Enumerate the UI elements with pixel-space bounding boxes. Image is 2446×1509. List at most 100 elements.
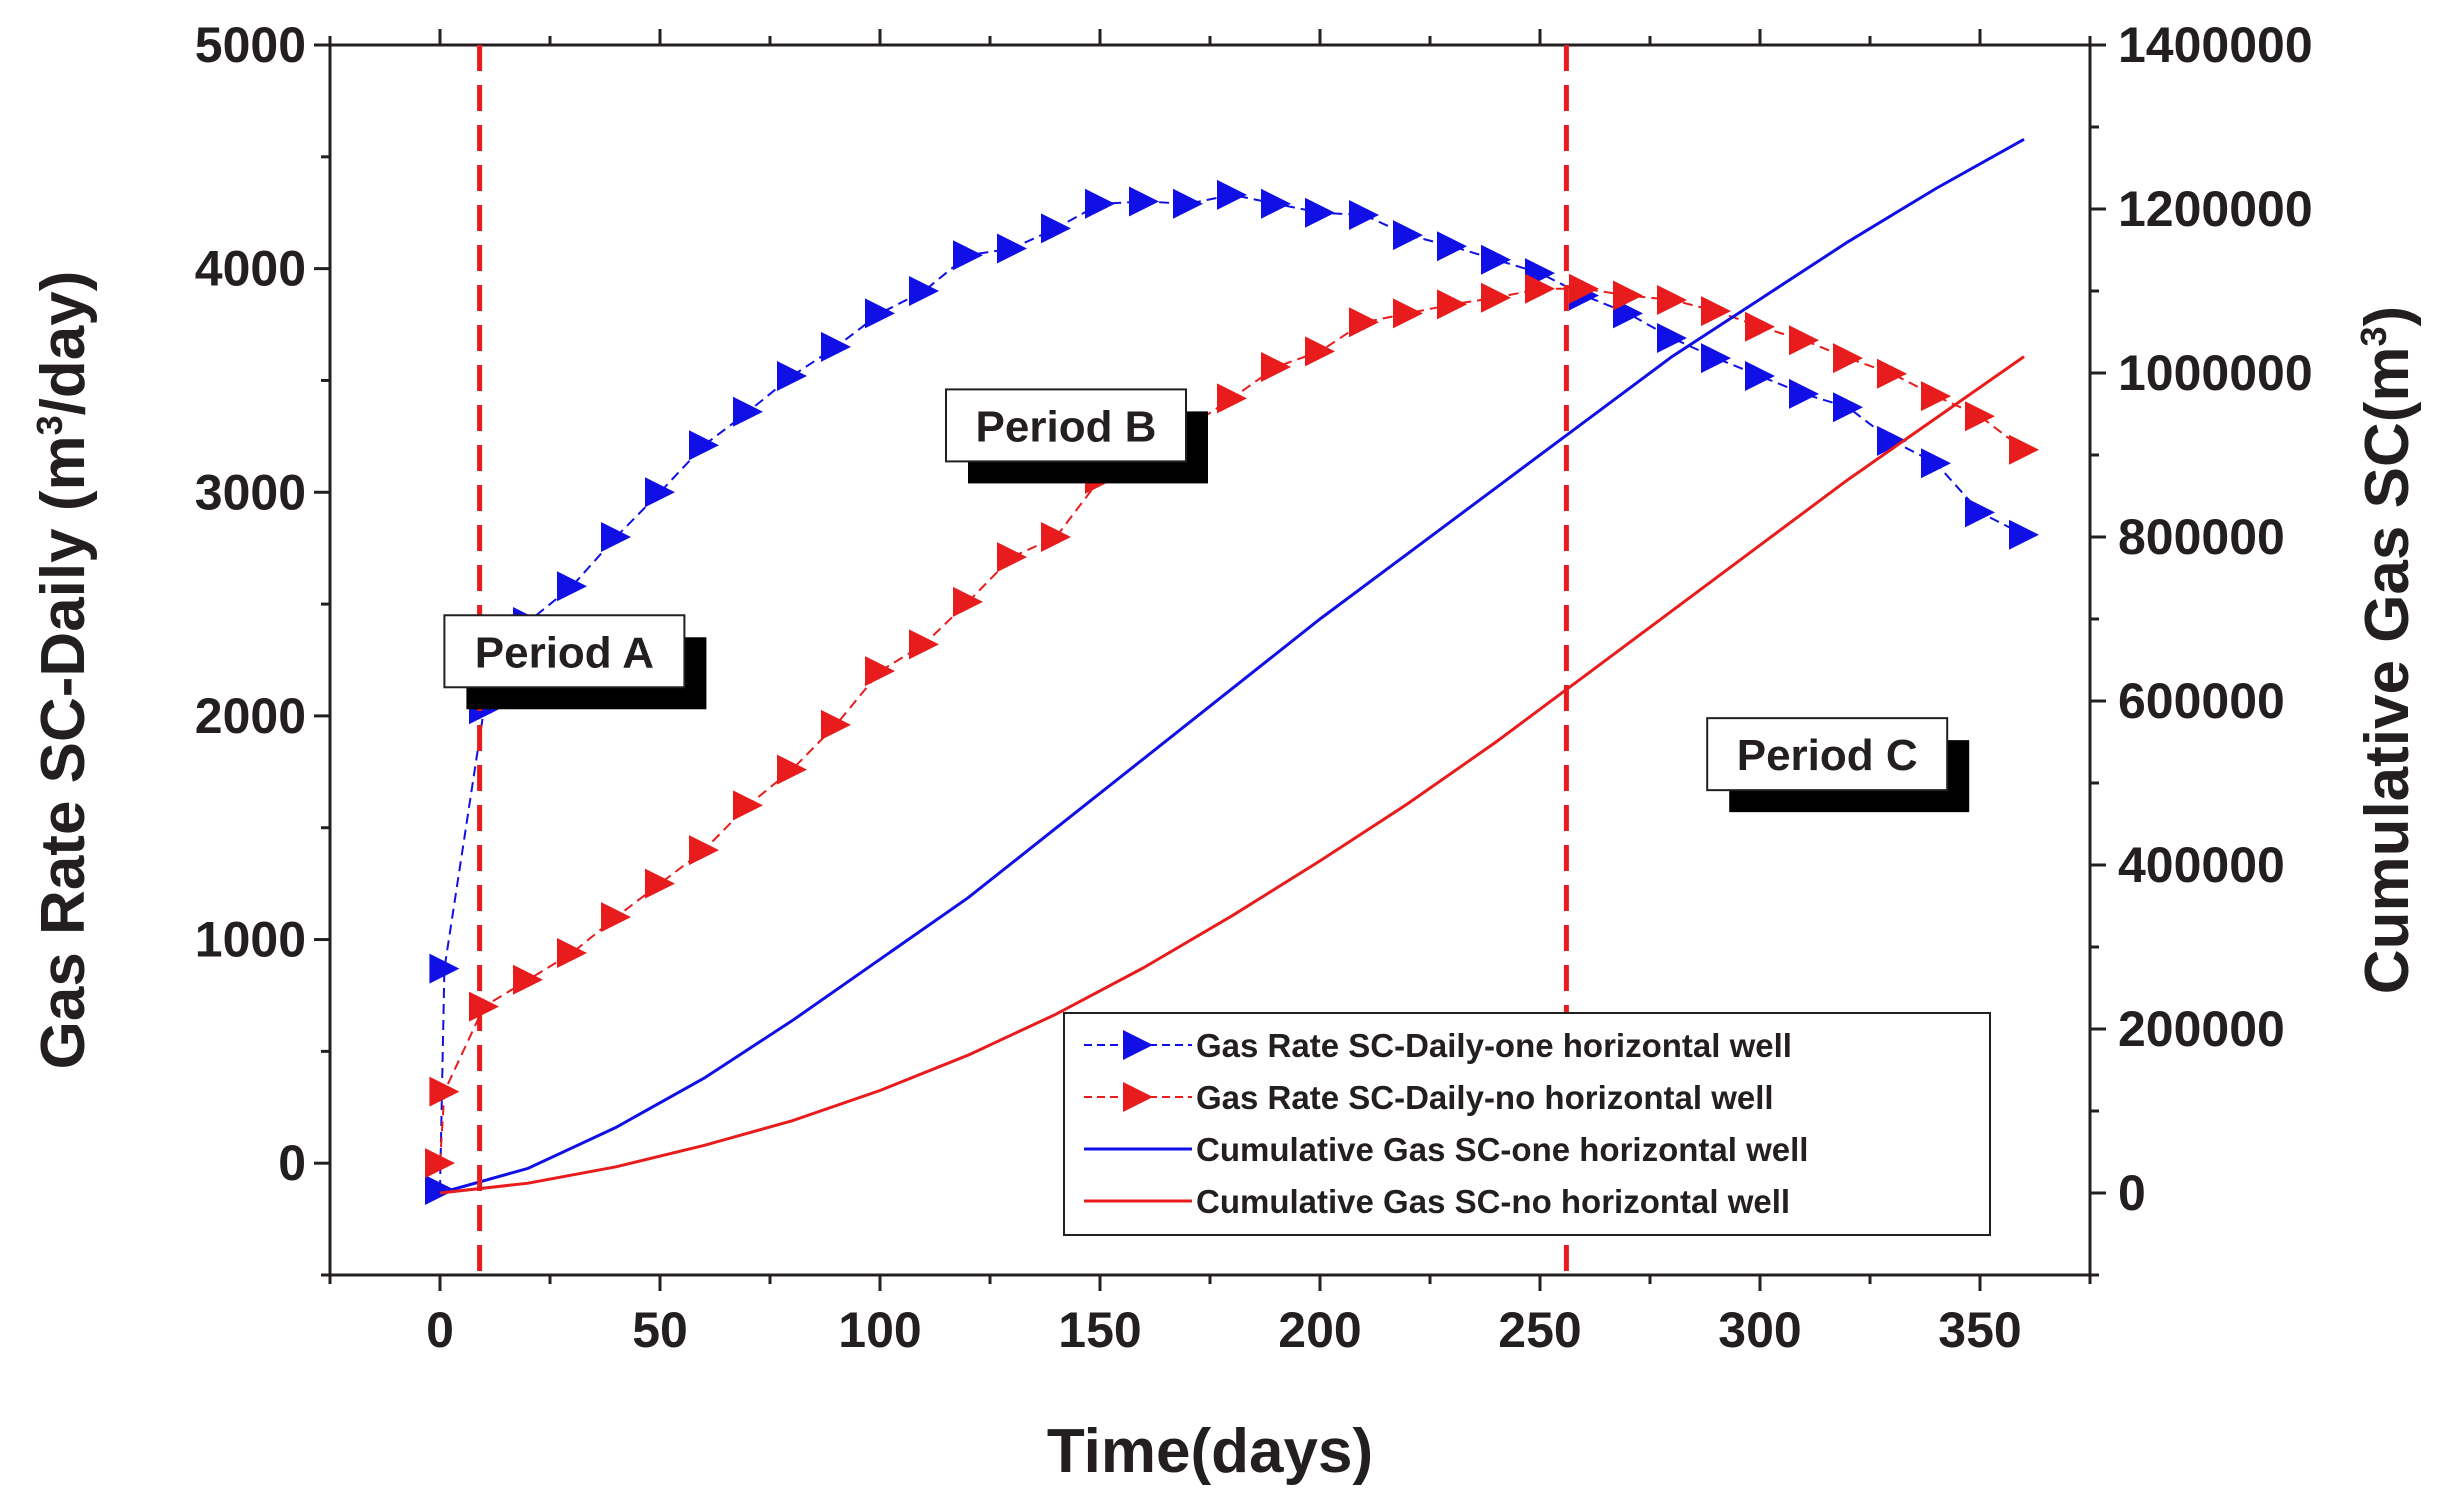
series-marker-1 <box>1349 307 1379 338</box>
period-box <box>443 614 686 689</box>
y-left-title-prefix: Gas Rate SC-Daily (m <box>29 435 98 1069</box>
legend-label-1: Gas Rate SC-Daily-no horizontal well <box>1196 1079 1774 1116</box>
series-marker-1 <box>601 902 631 933</box>
period-box <box>945 388 1187 463</box>
y-right-tick-label: 1200000 <box>2118 181 2313 237</box>
y-right-tick-label: 1400000 <box>2118 17 2313 73</box>
x-tick-label: 250 <box>1498 1302 1581 1358</box>
y-right-tick-label: 800000 <box>2118 509 2285 565</box>
y-left-title-superscript: 3 <box>29 415 70 435</box>
series-line-2 <box>439 137 2025 1195</box>
series-marker-0 <box>1921 448 1951 479</box>
y-left-tick-label: 3000 <box>195 464 306 520</box>
series-marker-0 <box>1877 425 1907 456</box>
series-marker-0 <box>821 331 851 362</box>
series-marker-0 <box>1129 186 1159 217</box>
series-marker-1 <box>953 586 983 617</box>
series-marker-0 <box>429 953 460 984</box>
series-marker-1 <box>1789 325 1819 356</box>
series-marker-1 <box>1305 336 1335 367</box>
axes-layer: Time(days) Gas Rate SC-Daily (m3/day) Cu… <box>29 17 2422 1486</box>
series-marker-0 <box>1481 244 1511 275</box>
y-right-tick-label: 400000 <box>2118 837 2285 893</box>
series-marker-1 <box>1877 358 1907 389</box>
y-right-tick-label: 1000000 <box>2118 345 2313 401</box>
series-marker-0 <box>1261 188 1291 219</box>
y-left-tick-label: 0 <box>278 1135 306 1191</box>
series-marker-1 <box>733 790 763 821</box>
x-axis-title: Time(days) <box>1047 1417 1373 1486</box>
series-marker-0 <box>733 396 763 427</box>
series-marker-1 <box>1965 401 1995 432</box>
series-marker-1 <box>1437 289 1467 320</box>
legend-label-2: Cumulative Gas SC-one horizontal well <box>1196 1131 1808 1168</box>
series-marker-1 <box>469 991 499 1022</box>
y-right-title-prefix: Cumulative Gas SC(m <box>2353 346 2422 994</box>
series-marker-1 <box>425 1148 455 1179</box>
y-axis-right-title: Cumulative Gas SC(m3) <box>2353 306 2422 994</box>
y-right-tick-label: 200000 <box>2118 1001 2285 1057</box>
series-marker-0 <box>865 298 895 329</box>
series-marker-1 <box>909 629 939 660</box>
series-marker-1 <box>1261 352 1291 383</box>
y-left-title-suffix: /day) <box>29 271 98 416</box>
series-marker-0 <box>425 1175 455 1206</box>
series-marker-0 <box>645 477 675 508</box>
series-marker-0 <box>1349 199 1379 230</box>
series-marker-1 <box>1921 381 1951 412</box>
legend-box <box>1063 1012 1991 1236</box>
period-annotation-layer: Period A Period B Period C <box>443 388 1970 813</box>
y-right-title-suffix: ) <box>2353 306 2422 327</box>
y-right-title-superscript: 3 <box>2353 326 2394 346</box>
series-marker-0 <box>689 430 719 461</box>
series-marker-0 <box>1305 197 1335 228</box>
series-marker-1 <box>1701 296 1731 327</box>
series-marker-1 <box>821 709 851 740</box>
series-marker-0 <box>1393 220 1423 251</box>
series-marker-0 <box>557 571 587 602</box>
series-line-3 <box>439 355 2025 1195</box>
series-marker-1 <box>645 868 675 899</box>
series-marker-0 <box>1789 378 1819 409</box>
series-marker-1 <box>1481 282 1511 313</box>
series-marker-0 <box>1217 179 1247 210</box>
series-marker-0 <box>953 240 983 271</box>
series-marker-1 <box>865 656 895 687</box>
series-marker-0 <box>1437 231 1467 262</box>
series-marker-0 <box>1657 322 1687 353</box>
legend-marker-1 <box>1123 1082 1153 1112</box>
series-marker-0 <box>777 360 807 391</box>
series-marker-1 <box>1393 298 1423 329</box>
period-label: Period C <box>1737 731 1918 780</box>
series-marker-1 <box>1613 280 1643 311</box>
y-right-tick-label: 600000 <box>2118 673 2285 729</box>
y-left-tick-label: 4000 <box>195 241 306 297</box>
x-tick-label: 150 <box>1058 1302 1141 1358</box>
series-marker-1 <box>2009 434 2039 465</box>
series-marker-0 <box>2009 519 2039 550</box>
y-left-tick-label: 5000 <box>195 17 306 73</box>
period-label: Period A <box>475 628 654 677</box>
legend-marker-0 <box>1123 1030 1153 1060</box>
series-marker-1 <box>1569 273 1599 304</box>
legend-label-3: Cumulative Gas SC-no horizontal well <box>1196 1183 1790 1220</box>
x-tick-label: 100 <box>838 1302 921 1358</box>
series-marker-1 <box>1657 284 1687 315</box>
y-left-tick-label: 2000 <box>195 688 306 744</box>
series-marker-1 <box>513 964 543 995</box>
series-marker-0 <box>1965 497 1995 528</box>
period-label: Period B <box>976 402 1157 451</box>
x-tick-label: 200 <box>1278 1302 1361 1358</box>
series-marker-1 <box>777 754 807 785</box>
series-marker-0 <box>601 522 631 552</box>
series-marker-0 <box>1173 188 1203 219</box>
period-box <box>1706 717 1949 792</box>
x-tick-label: 350 <box>1938 1302 2021 1358</box>
series-marker-1 <box>557 937 587 968</box>
legend-label-0: Gas Rate SC-Daily-one horizontal well <box>1196 1027 1792 1064</box>
series-marker-0 <box>1745 360 1775 391</box>
x-tick-label: 300 <box>1718 1302 1801 1358</box>
series-marker-1 <box>1217 383 1247 414</box>
series-marker-1 <box>429 1076 460 1107</box>
